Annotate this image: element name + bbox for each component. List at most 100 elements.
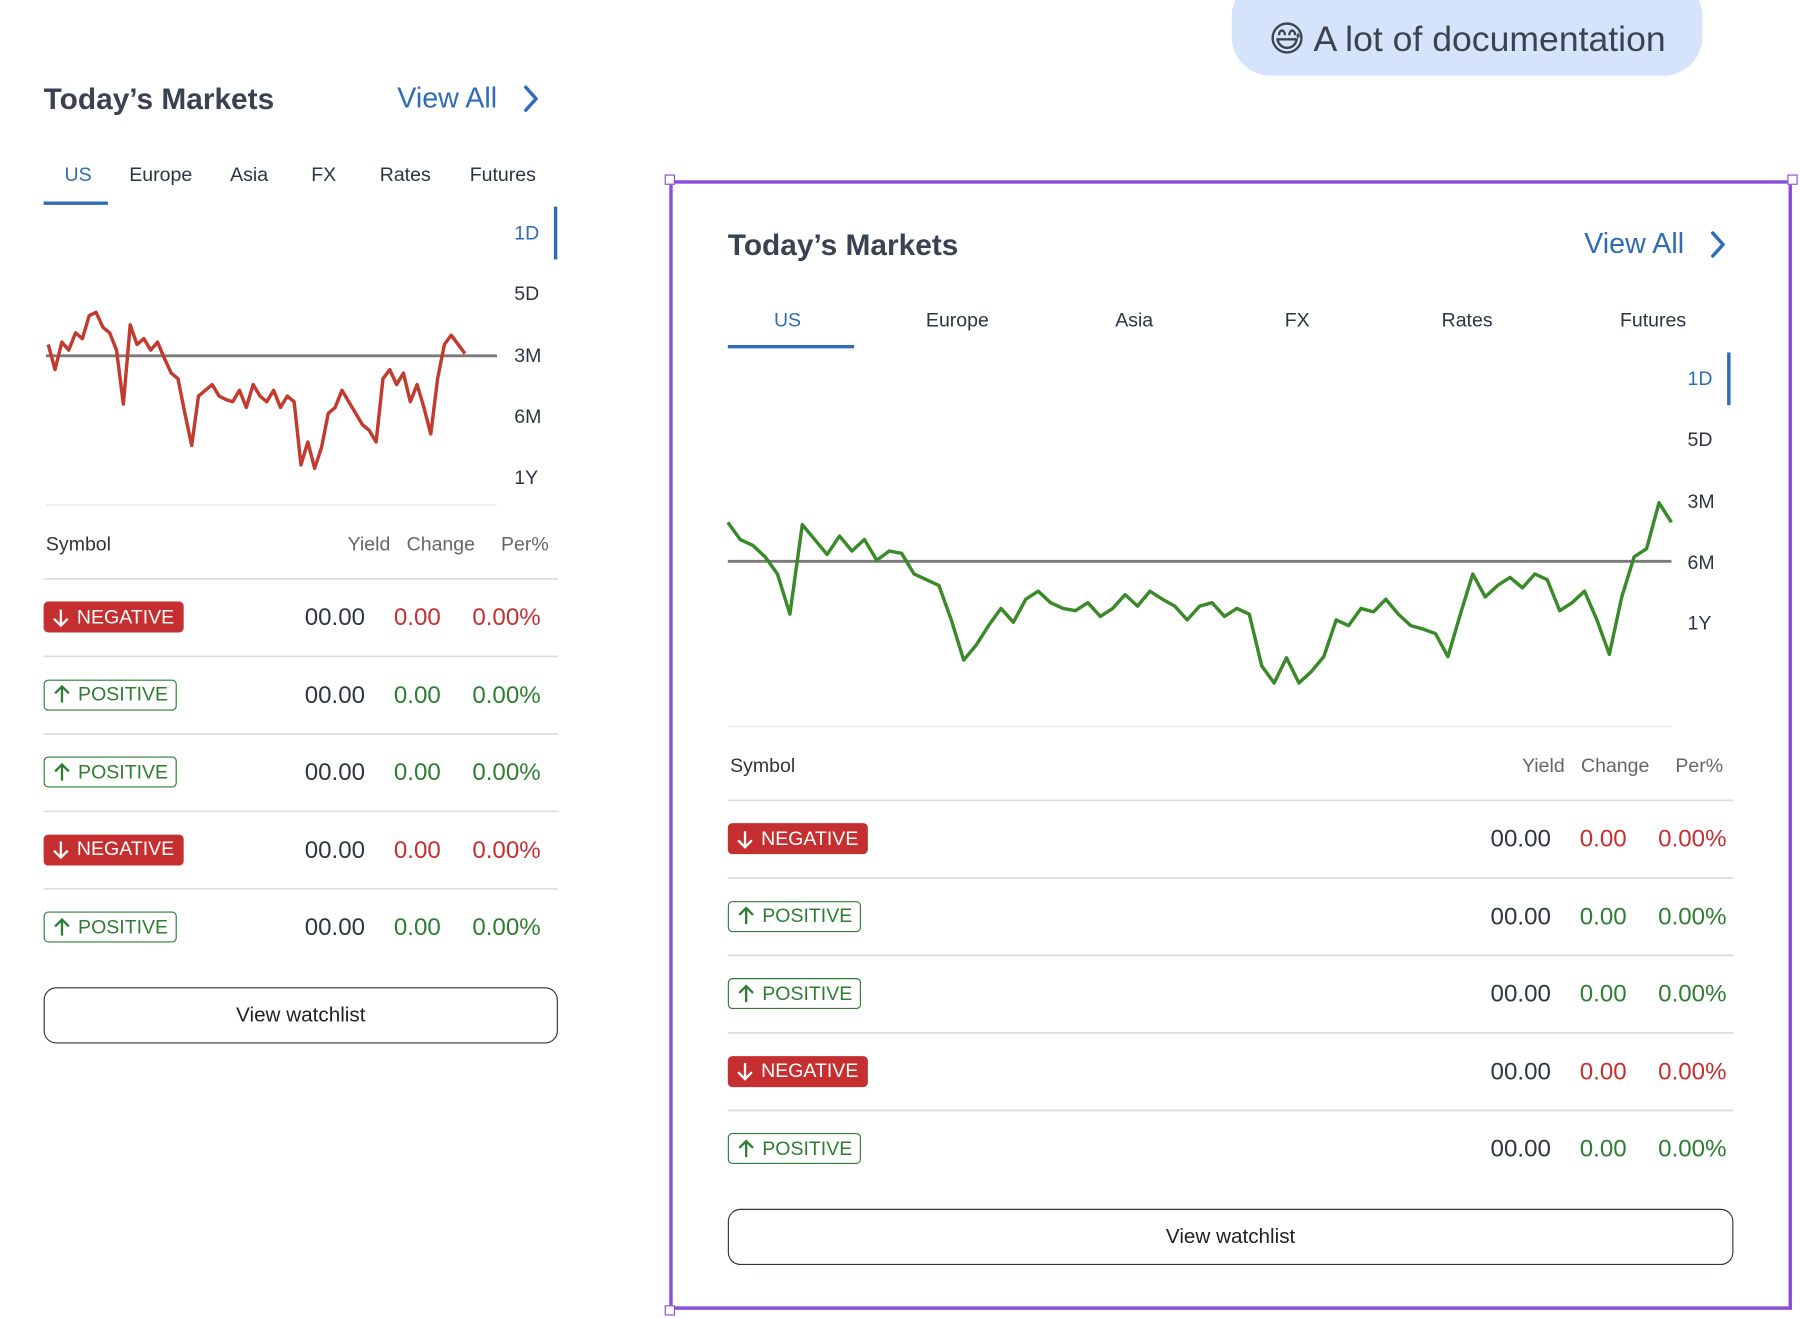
change-value: 0.00 bbox=[393, 836, 441, 864]
trend-badge: POSITIVE bbox=[727, 1133, 861, 1165]
arrow-icon bbox=[54, 684, 70, 703]
column-header: Change bbox=[406, 533, 476, 556]
arrow-head bbox=[738, 983, 754, 994]
market-tab[interactable]: Asia bbox=[1115, 309, 1154, 332]
arrow-head bbox=[53, 849, 69, 860]
range-option[interactable]: 6M bbox=[514, 405, 542, 428]
arrow-icon bbox=[53, 608, 69, 627]
percent-value: 0.00% bbox=[472, 836, 541, 864]
badge-label: NEGATIVE bbox=[76, 605, 175, 628]
market-tab[interactable]: Europe bbox=[925, 309, 989, 332]
market-tab[interactable]: Rates bbox=[379, 163, 431, 186]
widget-title: Today’s Markets bbox=[727, 227, 959, 262]
column-header: Yield bbox=[347, 533, 391, 556]
range-option[interactable]: 1D bbox=[514, 222, 540, 244]
market-tab[interactable]: Europe bbox=[129, 163, 193, 186]
view-watchlist-button[interactable]: View watchlist bbox=[43, 987, 558, 1044]
market-tab[interactable]: Rates bbox=[1441, 309, 1493, 332]
yield-value: 00.00 bbox=[304, 681, 366, 709]
range-option[interactable]: 1Y bbox=[514, 466, 539, 489]
column-header: Symbol bbox=[45, 533, 111, 556]
column-header: Per% bbox=[500, 533, 549, 556]
trend-badge: POSITIVE bbox=[727, 900, 861, 932]
range-option[interactable]: 3M bbox=[1687, 490, 1715, 513]
column-header: Change bbox=[1580, 754, 1650, 777]
view-all-link[interactable]: View All bbox=[397, 82, 498, 115]
arrow-icon bbox=[54, 917, 70, 936]
change-value: 0.00 bbox=[1579, 903, 1627, 930]
yield-value: 00.00 bbox=[1490, 980, 1551, 1008]
arrow-icon bbox=[53, 841, 69, 860]
arrow-icon bbox=[737, 1063, 753, 1081]
range-option[interactable]: 6M bbox=[1687, 551, 1715, 574]
arrow-icon bbox=[738, 906, 754, 925]
percent-value: 0.00% bbox=[472, 759, 541, 786]
percent-value: 0.00% bbox=[1658, 980, 1727, 1008]
arrow-icon bbox=[738, 983, 754, 1002]
resize-handle[interactable] bbox=[664, 1305, 676, 1316]
range-option[interactable]: 1Y bbox=[1687, 612, 1712, 635]
percent-value: 0.00% bbox=[1658, 825, 1727, 853]
widget-title: Today’s Markets bbox=[43, 81, 275, 116]
yield-value: 00.00 bbox=[304, 759, 366, 786]
trend-badge: POSITIVE bbox=[43, 756, 177, 788]
market-tab[interactable]: US bbox=[773, 309, 802, 332]
change-value: 0.00 bbox=[1579, 1058, 1627, 1085]
trend-badge: POSITIVE bbox=[727, 978, 861, 1010]
selection-frame bbox=[669, 180, 1792, 1310]
view-all-link[interactable]: View All bbox=[1584, 227, 1685, 261]
arrow-head bbox=[738, 1138, 754, 1149]
resize-handle[interactable] bbox=[1787, 174, 1798, 185]
trend-badge: POSITIVE bbox=[43, 679, 177, 711]
column-header: Yield bbox=[1521, 754, 1565, 777]
market-tab[interactable]: Futures bbox=[469, 163, 536, 186]
column-header: Per% bbox=[1675, 754, 1724, 777]
yield-value: 00.00 bbox=[1490, 1135, 1551, 1163]
yield-value: 00.00 bbox=[304, 604, 366, 631]
trend-badge: POSITIVE bbox=[43, 911, 177, 943]
arrow-icon bbox=[54, 762, 70, 781]
resize-handle[interactable] bbox=[664, 174, 676, 185]
range-option[interactable]: 1D bbox=[1687, 367, 1713, 390]
trend-badge: NEGATIVE bbox=[727, 823, 868, 855]
arrow-head bbox=[53, 617, 69, 627]
market-tab[interactable]: Asia bbox=[230, 163, 269, 186]
change-value: 0.00 bbox=[393, 681, 441, 709]
badge-label: POSITIVE bbox=[762, 1137, 853, 1159]
market-tab[interactable]: Futures bbox=[1619, 309, 1687, 332]
yield-value: 00.00 bbox=[1490, 825, 1551, 853]
arrow-head bbox=[54, 684, 70, 695]
badge-label: NEGATIVE bbox=[761, 827, 859, 849]
market-tab[interactable]: US bbox=[64, 163, 92, 186]
range-option[interactable]: 5D bbox=[514, 283, 540, 306]
price-line bbox=[46, 310, 467, 471]
yield-value: 00.00 bbox=[1490, 1058, 1551, 1085]
change-value: 0.00 bbox=[1579, 980, 1627, 1008]
market-tab[interactable]: FX bbox=[311, 163, 337, 186]
change-value: 0.00 bbox=[393, 759, 441, 786]
percent-value: 0.00% bbox=[1658, 1135, 1727, 1163]
view-watchlist-button[interactable]: View watchlist bbox=[727, 1208, 1734, 1266]
arrow-head bbox=[737, 1071, 753, 1081]
percent-value: 0.00% bbox=[472, 914, 541, 941]
market-tab[interactable]: FX bbox=[1284, 309, 1310, 332]
badge-label: POSITIVE bbox=[78, 760, 169, 783]
range-option[interactable]: 3M bbox=[514, 344, 542, 367]
trend-badge: NEGATIVE bbox=[43, 833, 184, 865]
chevron-icon bbox=[1711, 231, 1725, 258]
column-header: Symbol bbox=[730, 754, 796, 777]
yield-value: 00.00 bbox=[304, 836, 366, 864]
chevron-icon bbox=[524, 85, 538, 112]
trend-badge: NEGATIVE bbox=[43, 601, 184, 633]
arrow-icon bbox=[737, 830, 753, 849]
badge-label: POSITIVE bbox=[78, 683, 169, 705]
change-value: 0.00 bbox=[393, 604, 441, 631]
price-line bbox=[726, 501, 1673, 685]
badge-label: POSITIVE bbox=[762, 982, 853, 1004]
range-option[interactable]: 5D bbox=[1687, 429, 1713, 451]
change-value: 0.00 bbox=[393, 914, 441, 941]
